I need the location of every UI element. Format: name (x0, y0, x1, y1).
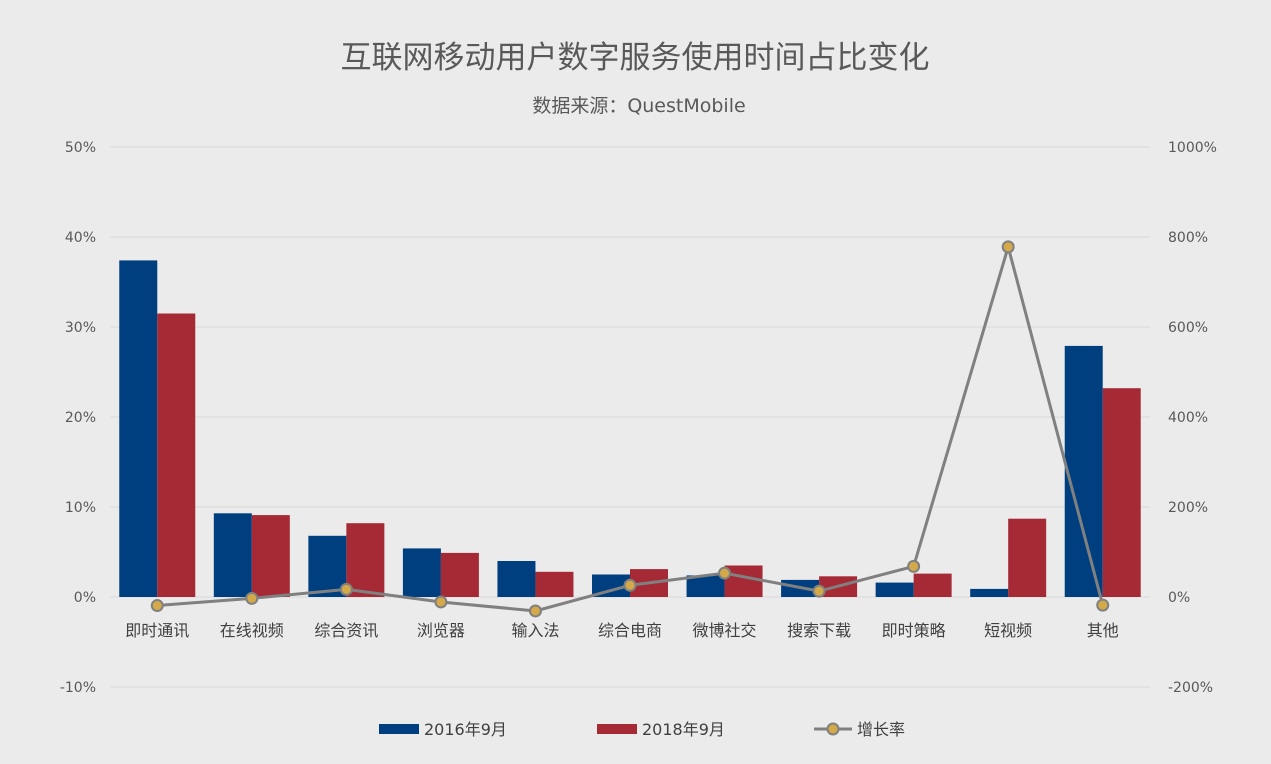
bar-2018 (1102, 388, 1141, 597)
legend-label-growth: 增长率 (857, 720, 905, 739)
right-tick-label: 0% (1168, 590, 1190, 606)
category-label: 即时策略 (882, 621, 946, 640)
legend-label-2018: 2018年9月 (642, 720, 725, 739)
right-tick-label: 200% (1168, 500, 1208, 516)
left-tick-label: 40% (65, 230, 96, 246)
legend-label-2016: 2016年9月 (424, 720, 507, 739)
growth-point (812, 584, 826, 598)
left-tick-label: 50% (65, 140, 96, 156)
growth-point (528, 604, 542, 618)
legend-swatch-2016 (379, 724, 419, 734)
right-axis: -200% 0% 200% 400% 600% 800% 1000% (1168, 140, 1217, 696)
category-label: 微博社交 (693, 621, 757, 640)
growth-point (150, 599, 164, 613)
bar-2018 (1008, 518, 1047, 597)
bar-2016 (308, 535, 347, 597)
bar-2018 (535, 571, 574, 597)
category-label: 输入法 (511, 621, 559, 640)
right-tick-label: 1000% (1168, 140, 1217, 156)
bar-2016 (875, 582, 914, 597)
left-tick-label: 30% (65, 320, 96, 336)
chart-title: 互联网移动用户数字服务使用时间占比变化 (341, 40, 930, 76)
category-label: 即时通讯 (125, 621, 189, 640)
left-axis: -10% 0% 10% 20% 30% 40% 50% (60, 140, 96, 696)
growth-point (907, 559, 921, 573)
legend: 2016年9月 2018年9月 增长率 (379, 720, 905, 739)
category-label: 搜索下载 (787, 621, 851, 640)
legend-swatch-2018 (597, 724, 637, 734)
left-tick-label: 20% (65, 410, 96, 426)
bar-2016 (119, 260, 158, 597)
bar-2016 (592, 574, 630, 597)
left-tick-label: 10% (65, 500, 96, 516)
category-label: 浏览器 (417, 621, 465, 640)
growth-line (150, 240, 1110, 618)
growth-point (1001, 240, 1015, 254)
bar-2018 (157, 313, 196, 597)
bar-2016 (213, 513, 252, 597)
left-tick-label: -10% (60, 680, 96, 696)
gridlines (110, 146, 1150, 688)
chart-subtitle: 数据来源：QuestMobile (532, 95, 745, 117)
growth-point (623, 578, 637, 592)
bar-2018 (913, 573, 952, 597)
right-tick-label: 600% (1168, 320, 1208, 336)
bar-2016 (402, 548, 441, 597)
growth-point (434, 595, 448, 609)
right-tick-label: -200% (1168, 680, 1213, 696)
category-label: 短视频 (984, 621, 1032, 640)
right-tick-label: 400% (1168, 410, 1208, 426)
left-tick-label: 0% (74, 590, 96, 606)
bar-2016 (1064, 345, 1103, 597)
category-label: 其他 (1087, 621, 1119, 640)
category-label: 在线视频 (220, 621, 284, 640)
category-label: 综合资讯 (314, 621, 378, 640)
bars (119, 260, 1141, 597)
growth-point (718, 566, 732, 580)
bar-2018 (346, 523, 385, 597)
category-label: 综合电商 (598, 621, 662, 640)
bar-2016 (970, 588, 1009, 597)
right-tick-label: 800% (1168, 230, 1208, 246)
growth-line-path (157, 241, 1105, 613)
bar-2016 (497, 561, 536, 597)
bar-2016 (686, 575, 725, 597)
bar-2018 (440, 552, 479, 597)
bar-2018 (251, 515, 290, 597)
growth-point (245, 591, 259, 605)
bar-2018 (724, 565, 763, 597)
growth-point (1096, 598, 1110, 612)
legend-marker-growth (826, 722, 840, 736)
growth-point (339, 582, 353, 596)
category-labels: 即时通讯 在线视频 综合资讯 浏览器 输入法 综合电商 微博社交 搜索下载 即时策略 短视频 其他 (125, 621, 1118, 640)
